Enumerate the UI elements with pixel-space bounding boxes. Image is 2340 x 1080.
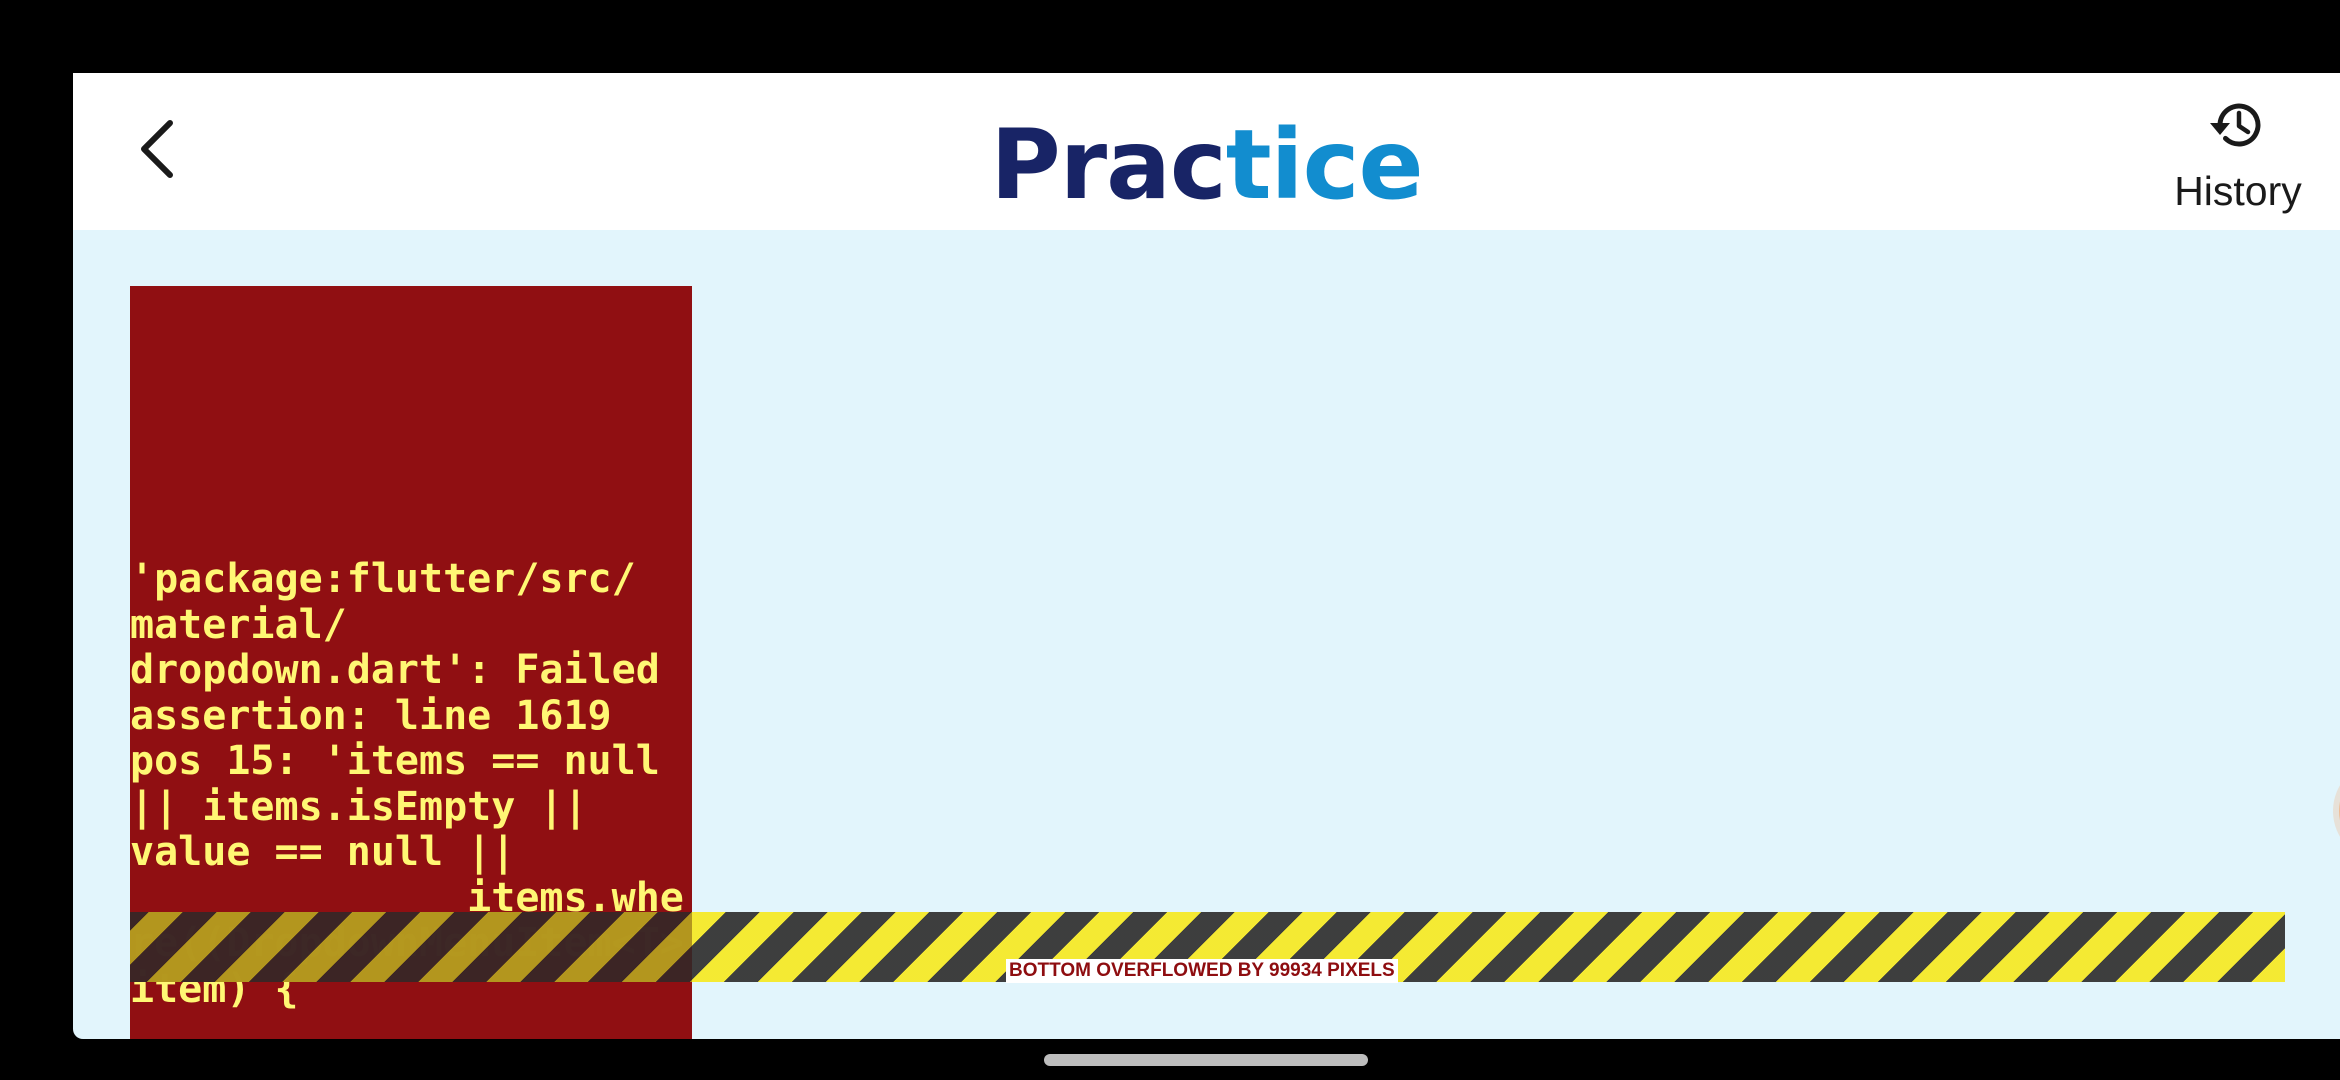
app-window: Practice History 'package:flutter/src/ m… <box>73 73 2340 1039</box>
overflow-warning-label: BOTTOM OVERFLOWED BY 99934 PIXELS <box>1006 959 1398 983</box>
app-bar: Practice History <box>73 73 2340 230</box>
page-title-part-light: tice <box>1225 109 1424 221</box>
back-button[interactable] <box>127 119 187 179</box>
error-message: 'package:flutter/src/ material/ dropdown… <box>130 556 684 1012</box>
overflow-stripe-shade <box>130 912 692 982</box>
history-icon <box>2210 103 2261 147</box>
history-label: History <box>2174 168 2302 214</box>
history-button[interactable]: History <box>2153 95 2323 225</box>
chevron-left-icon <box>141 120 173 178</box>
page-title: Practice <box>73 105 2340 225</box>
page-title-part-dark: Prac <box>990 109 1226 221</box>
home-indicator[interactable] <box>1044 1054 1368 1066</box>
